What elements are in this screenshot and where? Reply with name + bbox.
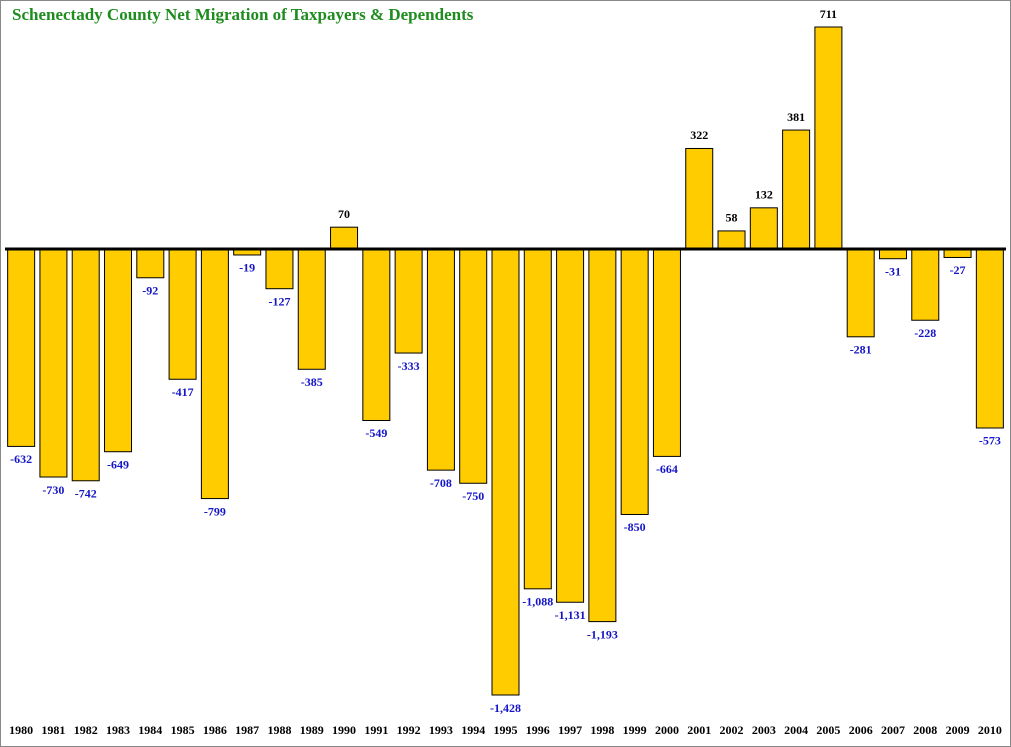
- bar: [330, 226, 359, 250]
- value-label: -632: [10, 452, 32, 466]
- value-label: 70: [338, 207, 350, 221]
- value-label: -281: [850, 343, 872, 357]
- value-label: -664: [656, 462, 678, 476]
- value-label: -27: [950, 263, 966, 277]
- bar: [491, 248, 520, 696]
- bar: [846, 248, 875, 338]
- x-tick-label: 2006: [849, 723, 873, 737]
- value-label: -549: [365, 426, 387, 440]
- bar: [426, 248, 455, 471]
- x-tick-label: 1980: [9, 723, 33, 737]
- bar: [104, 248, 133, 453]
- value-label: 322: [690, 128, 708, 142]
- value-label: -417: [172, 385, 194, 399]
- value-label: -1,088: [522, 595, 553, 609]
- x-tick-label: 2002: [720, 723, 744, 737]
- bar: [168, 248, 197, 380]
- value-label: 132: [755, 188, 773, 202]
- value-label: -850: [624, 520, 646, 534]
- bar: [362, 248, 391, 421]
- value-label: -19: [239, 261, 255, 275]
- bar: [782, 129, 811, 250]
- x-tick-label: 1997: [558, 723, 582, 737]
- x-tick-label: 1992: [397, 723, 421, 737]
- x-tick-label: 1987: [235, 723, 259, 737]
- bar: [749, 207, 778, 250]
- bar: [652, 248, 681, 457]
- bar: [394, 248, 423, 354]
- value-label: 381: [787, 110, 805, 124]
- x-tick-label: 1984: [138, 723, 162, 737]
- x-tick-label: 1993: [429, 723, 453, 737]
- bar: [136, 248, 165, 279]
- value-label: -385: [301, 375, 323, 389]
- bar: [200, 248, 229, 500]
- value-label: -1,131: [555, 608, 586, 622]
- bar: [265, 248, 294, 290]
- value-label: -649: [107, 457, 129, 471]
- x-tick-label: 1991: [364, 723, 388, 737]
- value-label: -31: [885, 264, 901, 278]
- bar: [523, 248, 552, 590]
- value-label: -92: [142, 284, 158, 298]
- value-label: -708: [430, 476, 452, 490]
- value-label: -1,428: [490, 701, 521, 715]
- x-tick-label: 2008: [913, 723, 937, 737]
- x-tick-label: 2010: [978, 723, 1002, 737]
- x-tick-label: 2004: [784, 723, 808, 737]
- x-tick-label: 1990: [332, 723, 356, 737]
- value-label: 58: [726, 211, 738, 225]
- bar: [814, 26, 843, 250]
- x-tick-label: 1999: [623, 723, 647, 737]
- x-tick-label: 1983: [106, 723, 130, 737]
- x-tick-label: 2009: [946, 723, 970, 737]
- value-label: -127: [268, 294, 290, 308]
- x-tick-label: 1989: [300, 723, 324, 737]
- x-tick-label: 1981: [41, 723, 65, 737]
- bar: [588, 248, 617, 623]
- x-tick-label: 2005: [816, 723, 840, 737]
- value-label: -730: [42, 483, 64, 497]
- value-label: -333: [398, 359, 420, 373]
- bar: [297, 248, 326, 370]
- value-label: -799: [204, 504, 226, 518]
- value-label: -573: [979, 434, 1001, 448]
- x-tick-label: 1982: [74, 723, 98, 737]
- x-tick-label: 1994: [461, 723, 485, 737]
- x-tick-label: 2003: [752, 723, 776, 737]
- bar: [685, 147, 714, 250]
- bar: [717, 230, 746, 250]
- bar: [620, 248, 649, 515]
- bar: [911, 248, 940, 321]
- value-label: -228: [914, 326, 936, 340]
- bar: [71, 248, 100, 482]
- x-tick-label: 1988: [267, 723, 291, 737]
- x-tick-label: 1986: [203, 723, 227, 737]
- x-tick-label: 2000: [655, 723, 679, 737]
- bar: [7, 248, 36, 447]
- value-label: 711: [820, 7, 837, 21]
- x-tick-label: 1985: [171, 723, 195, 737]
- bar: [459, 248, 488, 484]
- x-tick-label: 2007: [881, 723, 905, 737]
- chart-title: Schenectady County Net Migration of Taxp…: [12, 5, 474, 24]
- x-tick-label: 1996: [526, 723, 550, 737]
- x-tick-label: 2001: [687, 723, 711, 737]
- bar: [975, 248, 1004, 429]
- bar: [39, 248, 68, 478]
- value-label: -750: [462, 489, 484, 503]
- x-tick-label: 1998: [590, 723, 614, 737]
- x-tick-label: 1995: [494, 723, 518, 737]
- value-label: -1,193: [587, 627, 618, 641]
- bar: [556, 248, 585, 603]
- value-label: -742: [75, 487, 97, 501]
